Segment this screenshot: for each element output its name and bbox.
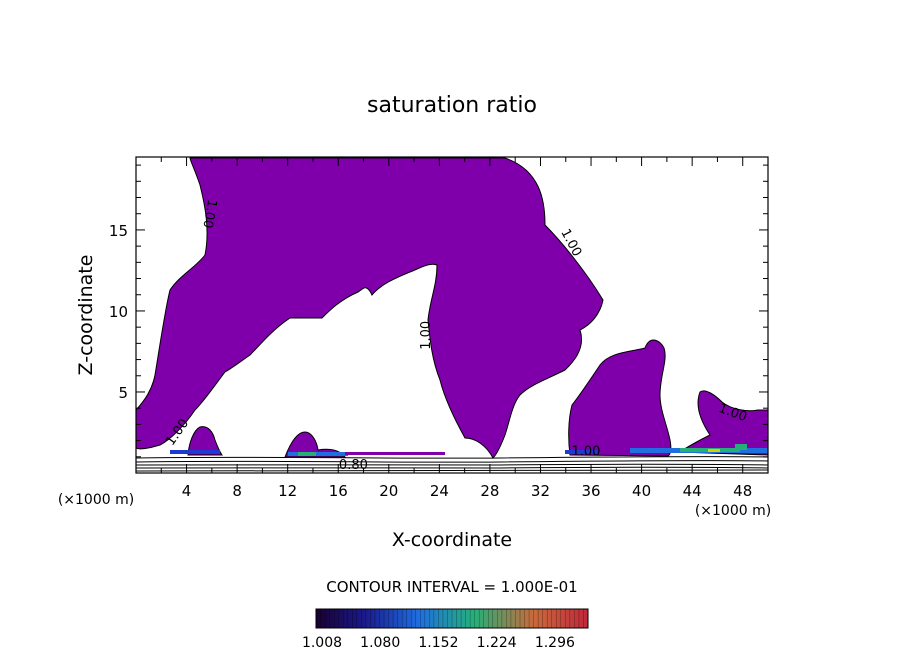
colorbar-label: 1.008 — [302, 635, 342, 651]
supersaturated-region-main — [135, 157, 604, 459]
x-tick-label: 32 — [531, 482, 550, 500]
x-tick-label: 36 — [581, 482, 600, 500]
x-tick-label: 4 — [182, 482, 192, 500]
contour-label: 1.00 — [199, 198, 219, 229]
plot-area: 1.001.001.001.001.001.000.80 — [135, 157, 769, 473]
x-tick-label: 40 — [632, 482, 651, 500]
x-tick-label: 20 — [379, 482, 398, 500]
x-tick-label: 48 — [733, 482, 752, 500]
y-tick-label: 15 — [109, 222, 128, 240]
x-axis-label: X-coordinate — [392, 529, 512, 551]
colorbar-label: 1.224 — [477, 635, 517, 651]
x-tick-label: 8 — [232, 482, 242, 500]
x-tick-label: 28 — [480, 482, 499, 500]
colorbar-label: 1.080 — [360, 635, 400, 651]
x-tick-label: 24 — [430, 482, 449, 500]
x-tick-label: 44 — [683, 482, 702, 500]
supersaturated-region-lower-mid — [284, 431, 346, 458]
contour-interval: CONTOUR INTERVAL = 1.000E-01 — [326, 578, 577, 596]
x-tick-label: 16 — [329, 482, 348, 500]
supersaturated-region-right-hump — [568, 339, 672, 457]
axis-ticks — [136, 157, 768, 473]
y-tick-label: 5 — [118, 384, 128, 402]
supersaturated-region-far-right — [678, 390, 769, 456]
colorbar-label: 1.152 — [418, 635, 458, 651]
colorbar-label: 1.296 — [535, 635, 575, 651]
y-axis-label: Z-coordinate — [75, 255, 97, 376]
colorbar-divisions — [320, 609, 584, 628]
plot-frame — [135, 156, 769, 474]
x-tick-label: 12 — [278, 482, 297, 500]
chart-title: saturation ratio — [367, 93, 537, 118]
y-tick-label: 10 — [109, 303, 128, 321]
contour-label: 0.80 — [339, 458, 368, 473]
low-level-band — [170, 444, 768, 456]
contour-lines — [135, 456, 769, 472]
x-unit-left: (×1000 m) — [58, 492, 134, 508]
contour-label: 1.00 — [572, 444, 601, 459]
contour-label: 1.00 — [419, 321, 434, 350]
x-unit-right: (×1000 m) — [695, 503, 771, 519]
